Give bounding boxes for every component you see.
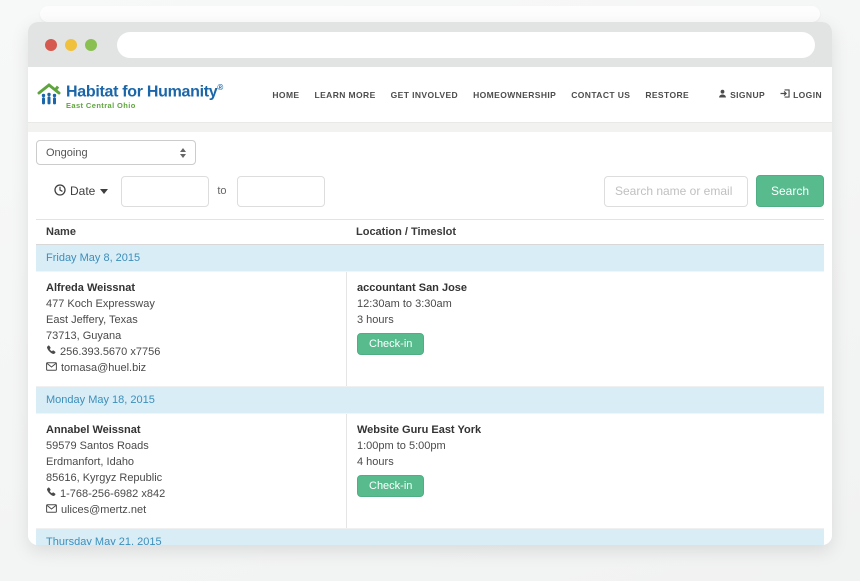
table-body: Friday May 8, 2015 Alfreda Weissnat 477 Ko…: [36, 245, 824, 545]
attendee-row: Alfreda Weissnat 477 Koch Expressway East …: [36, 272, 824, 387]
attendee-email-address: tomasa@huel.biz: [61, 362, 147, 374]
status-filter-select[interactable]: Ongoing: [36, 140, 196, 165]
event-title: Website Guru East York: [357, 424, 482, 436]
search-button[interactable]: Search: [755, 175, 824, 207]
browser-window: Habitat for Humanity® East Central Ohio …: [28, 22, 832, 545]
filter-row: Date to Search: [36, 175, 824, 207]
column-header-location: Location / Timeslot: [356, 226, 457, 238]
select-arrows-icon: [180, 147, 186, 158]
attendee-address-line: 59579 Santos Roads: [46, 440, 149, 452]
date-group-header: Monday May 18, 2015: [36, 387, 824, 414]
main-nav: HOME LEARN MORE GET INVOLVED HOMEOWNERSHIP C…: [257, 90, 689, 100]
phone-icon: [46, 486, 60, 502]
attendees-table: Name Location / Timeslot Friday May 8, 2…: [36, 219, 824, 545]
date-from-input[interactable]: [121, 175, 210, 207]
nav-item-home[interactable]: HOME: [272, 89, 300, 100]
clock-icon: [54, 183, 70, 199]
login-link[interactable]: LOGIN: [780, 89, 822, 100]
site-logo[interactable]: Habitat for Humanity® East Central Ohio: [36, 79, 223, 111]
nav-item-get-involved[interactable]: GET INVOLVED: [390, 89, 459, 100]
url-bar[interactable]: [117, 31, 815, 58]
event-title: accountant San Jose: [357, 282, 468, 294]
date-to-input[interactable]: [236, 175, 325, 207]
site-header: Habitat for Humanity® East Central Ohio …: [28, 67, 832, 122]
header-divider: [28, 122, 832, 132]
logo-title: Habitat for Humanity®: [66, 82, 223, 100]
attendee-address-line: East Jeffery, Texas: [46, 314, 138, 326]
status-filter-value: Ongoing: [46, 146, 88, 159]
event-duration: 4 hours: [357, 456, 394, 468]
envelope-icon: [46, 360, 61, 376]
event-timeslot: 12:30am to 3:30am: [357, 298, 452, 310]
range-separator: to: [217, 185, 227, 197]
timeslot-cell: Website Guru East York 1:00pm to 5:00pm 4 …: [346, 414, 824, 528]
event-duration: 3 hours: [357, 314, 394, 326]
attendee-name: Annabel Weissnat: [46, 424, 141, 436]
attendee-row: Annabel Weissnat 59579 Santos Roads Erdman…: [36, 414, 824, 529]
attendee-name-cell: Alfreda Weissnat 477 Koch Expressway East …: [36, 272, 346, 386]
attendee-address-line: 85616, Kyrgyz Republic: [46, 472, 163, 484]
logo-subtitle: East Central Ohio: [66, 100, 136, 110]
phone-icon: [46, 344, 60, 360]
attendee-email-address: ulices@mertz.net: [61, 504, 147, 516]
nav-item-homeownership[interactable]: HOMEOWNERSHIP: [473, 89, 557, 100]
timeslot-cell: accountant San Jose 12:30am to 3:30am 3 ho…: [346, 272, 824, 386]
attendee-email: tomasa@huel.biz: [46, 360, 336, 376]
caret-down-icon: [100, 188, 109, 194]
table-header-row: Name Location / Timeslot: [36, 220, 824, 245]
event-timeslot: 1:00pm to 5:00pm: [357, 440, 446, 452]
nav-item-restore[interactable]: RESTORE: [645, 89, 690, 100]
attendee-email: ulices@mertz.net: [46, 502, 336, 518]
date-group-header: Friday May 8, 2015: [36, 245, 824, 272]
attendee-phone-number: 256.393.5670 x7756: [60, 346, 161, 358]
nav-item-contact-us[interactable]: CONTACT US: [571, 89, 631, 100]
main-content: Ongoing Date to Search: [28, 140, 832, 545]
stacked-card-strip: [40, 6, 820, 22]
habitat-house-icon: [36, 79, 62, 111]
close-window-button[interactable]: [45, 38, 57, 51]
attendee-name-cell: Annabel Weissnat 59579 Santos Roads Erdman…: [36, 414, 346, 528]
attendee-phone-number: 1-768-256-6982 x842: [60, 488, 166, 500]
attendee-address-line: 477 Koch Expressway: [46, 298, 155, 310]
date-filter-button[interactable]: Date: [54, 183, 109, 199]
attendee-address-line: 73713, Guyana: [46, 330, 122, 342]
check-in-button[interactable]: Check-in: [357, 475, 425, 497]
attendee-phone: 256.393.5670 x7756: [46, 344, 336, 360]
envelope-icon: [46, 502, 61, 518]
nav-item-learn-more[interactable]: LEARN MORE: [314, 89, 376, 100]
search-input[interactable]: [603, 175, 748, 207]
attendee-name: Alfreda Weissnat: [46, 282, 136, 294]
date-group-header: Thursday May 21, 2015: [36, 529, 824, 545]
attendee-address-line: Erdmanfort, Idaho: [46, 456, 135, 468]
check-in-button[interactable]: Check-in: [357, 333, 425, 355]
signup-link[interactable]: SIGNUP: [718, 89, 765, 100]
minimize-window-button[interactable]: [65, 38, 77, 51]
sign-in-icon: [780, 89, 793, 100]
auth-links: SIGNUP LOGIN: [703, 89, 822, 100]
attendee-phone: 1-768-256-6982 x842: [46, 486, 336, 502]
fullscreen-window-button[interactable]: [85, 38, 97, 51]
browser-titlebar: [28, 22, 832, 67]
column-header-name: Name: [46, 226, 76, 238]
person-icon: [718, 89, 730, 100]
